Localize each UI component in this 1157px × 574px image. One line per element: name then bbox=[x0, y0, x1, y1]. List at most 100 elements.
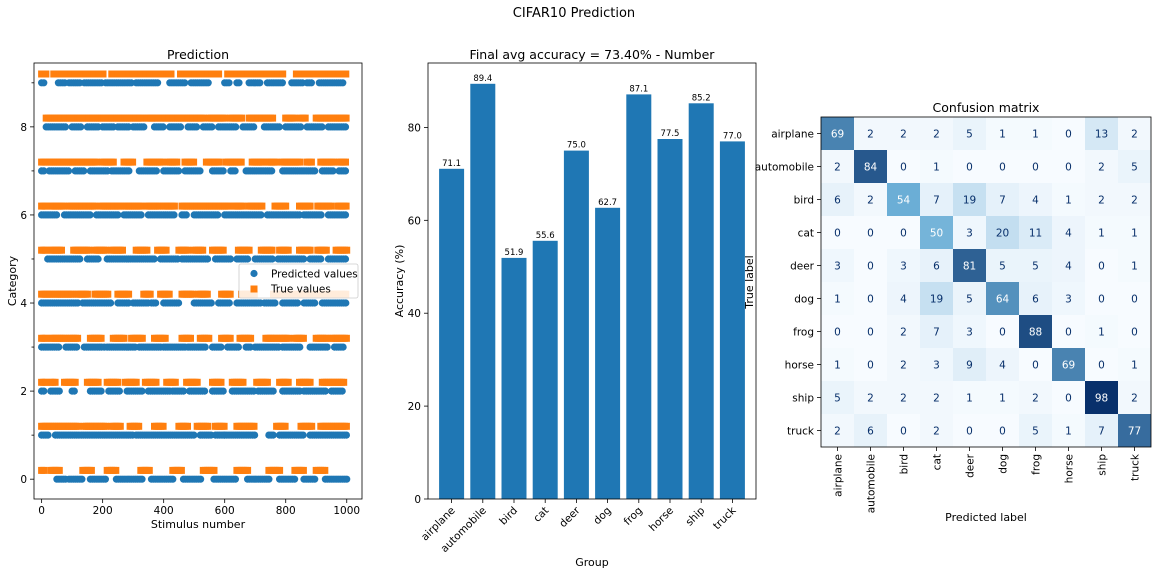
matrix-cell-value: 0 bbox=[900, 228, 907, 240]
legend-true-label: True values bbox=[270, 284, 331, 296]
matrix-cell-value: 6 bbox=[933, 261, 940, 273]
matrix-cell-value: 1 bbox=[1131, 228, 1138, 240]
matrix-cell-value: 81 bbox=[963, 261, 976, 273]
predicted-point bbox=[207, 299, 215, 307]
matrix-cell bbox=[920, 381, 953, 414]
confusion-cells: 69 2 2 2 5 1 1 0 13 22 84 0 1 0 0 0 0 2 56 2 54 7 19 7 4 1 2 20 0 0 50… bbox=[821, 117, 1151, 447]
figure-suptitle: CIFAR10 Prediction bbox=[513, 6, 635, 21]
matrix-cell bbox=[821, 315, 854, 348]
matrix-cell bbox=[1085, 381, 1118, 414]
true-point bbox=[238, 114, 245, 122]
true-point bbox=[167, 70, 175, 78]
x-tick-label: 1000 bbox=[333, 505, 360, 517]
true-point bbox=[284, 334, 292, 342]
matrix-cell-value: 4 bbox=[1032, 195, 1039, 207]
matrix-cell bbox=[1118, 348, 1151, 381]
true-point bbox=[308, 422, 316, 430]
matrix-cell bbox=[986, 150, 1019, 183]
true-point bbox=[281, 422, 289, 430]
matrix-cell bbox=[953, 282, 986, 315]
predicted-point bbox=[107, 299, 115, 307]
matrix-cell bbox=[887, 348, 920, 381]
predicted-point bbox=[40, 387, 48, 395]
matrix-cell-value: 1 bbox=[1131, 261, 1138, 273]
predicted-point bbox=[181, 79, 189, 87]
x-tick-label: 200 bbox=[93, 505, 113, 517]
predicted-point bbox=[321, 387, 329, 395]
predicted-point bbox=[175, 299, 183, 307]
predicted-point bbox=[204, 255, 212, 263]
predicted-point bbox=[300, 255, 308, 263]
true-point bbox=[102, 246, 110, 254]
true-point bbox=[217, 378, 225, 386]
true-point bbox=[327, 202, 335, 210]
y-tick-label: horse bbox=[785, 360, 814, 372]
series-predicted-values bbox=[38, 79, 351, 483]
bar-value-label: 51.9 bbox=[505, 248, 524, 258]
matrix-cell-value: 0 bbox=[1065, 162, 1072, 174]
true-point bbox=[343, 246, 351, 254]
matrix-cell-value: 64 bbox=[996, 294, 1010, 306]
bar-value-label: 89.4 bbox=[473, 74, 492, 84]
y-tick-label: cat bbox=[798, 228, 814, 240]
true-point bbox=[51, 378, 59, 386]
y-tick-label: frog bbox=[793, 327, 814, 339]
true-point bbox=[301, 114, 309, 122]
true-point bbox=[76, 70, 83, 78]
predicted-point bbox=[201, 387, 209, 395]
predicted-point bbox=[311, 167, 319, 175]
matrix-cell-value: 0 bbox=[966, 162, 973, 174]
accuracy-title: Final avg accuracy = 73.40% - Number bbox=[470, 47, 716, 62]
true-point bbox=[284, 378, 292, 386]
true-point bbox=[159, 422, 167, 430]
true-point bbox=[85, 246, 93, 254]
matrix-cell bbox=[953, 249, 986, 282]
matrix-cell-value: 5 bbox=[999, 261, 1006, 273]
x-tick-label: horse bbox=[647, 505, 676, 534]
matrix-cell bbox=[953, 381, 986, 414]
true-point bbox=[184, 246, 191, 254]
predicted-point bbox=[329, 167, 337, 175]
true-point bbox=[330, 158, 338, 166]
matrix-cell-value: 84 bbox=[864, 162, 878, 174]
true-point bbox=[94, 378, 102, 386]
matrix-cell-value: 7 bbox=[1098, 426, 1105, 438]
predicted-point bbox=[299, 431, 307, 439]
legend-predicted-marker bbox=[250, 269, 258, 278]
true-point bbox=[40, 466, 48, 474]
matrix-cell bbox=[1085, 282, 1118, 315]
true-point bbox=[129, 70, 137, 78]
true-point bbox=[92, 158, 100, 166]
x-tick-label: bird bbox=[899, 454, 911, 474]
matrix-cell-value: 4 bbox=[900, 294, 907, 306]
matrix-cell-value: 0 bbox=[1065, 393, 1072, 405]
true-point bbox=[321, 466, 329, 474]
true-point bbox=[42, 202, 50, 210]
y-tick-label: truck bbox=[787, 426, 815, 438]
predicted-point bbox=[53, 211, 61, 219]
bar-cat bbox=[532, 240, 558, 500]
matrix-cell-value: 2 bbox=[900, 393, 907, 405]
true-point bbox=[184, 422, 191, 430]
true-point bbox=[315, 70, 323, 78]
matrix-cell-value: 2 bbox=[1032, 393, 1039, 405]
predicted-point bbox=[70, 387, 78, 395]
predicted-point bbox=[251, 431, 259, 439]
predicted-point bbox=[197, 475, 205, 483]
matrix-cell bbox=[1085, 414, 1118, 447]
predicted-point bbox=[140, 123, 148, 131]
matrix-cell bbox=[887, 282, 920, 315]
confusion-axis-ticks: airplane airplane automobile automobile bird… bbox=[755, 129, 1142, 514]
matrix-cell-value: 1 bbox=[834, 360, 841, 372]
matrix-cell bbox=[986, 381, 1019, 414]
confusion-plot-frame bbox=[820, 116, 1152, 448]
matrix-cell-value: 2 bbox=[834, 162, 841, 174]
y-tick-label: 8 bbox=[20, 122, 27, 134]
true-point bbox=[263, 70, 271, 78]
predicted-point bbox=[294, 299, 302, 307]
matrix-cell bbox=[1118, 150, 1151, 183]
matrix-cell bbox=[887, 381, 920, 414]
predicted-point bbox=[265, 475, 273, 483]
bar-value-label: 75.0 bbox=[567, 141, 586, 151]
matrix-cell-value: 98 bbox=[1095, 393, 1108, 405]
